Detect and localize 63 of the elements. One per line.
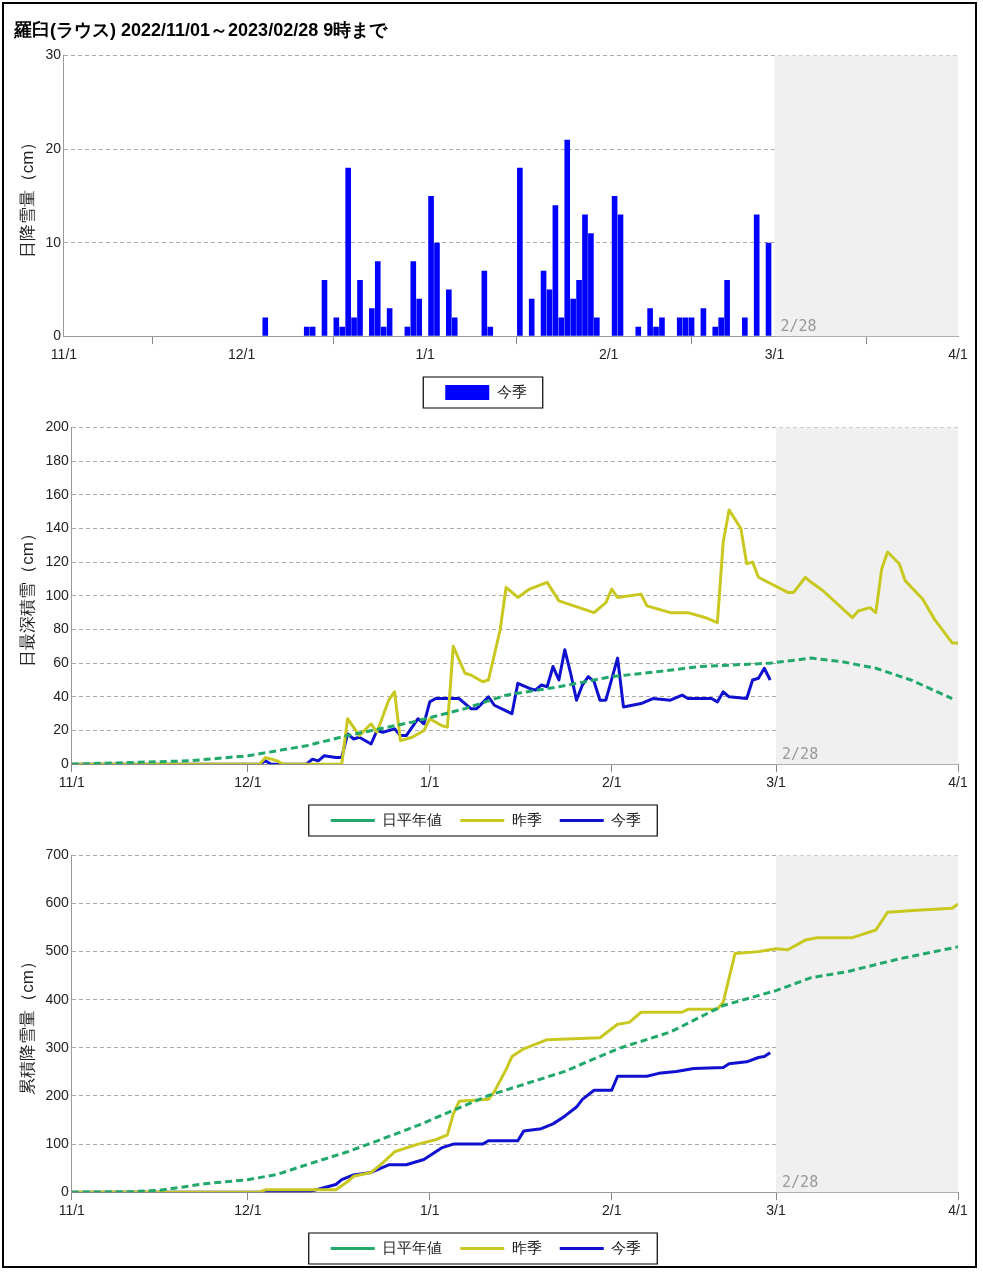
x-tick-label: 11/1 [58, 774, 86, 791]
y-tick-label: 80 [53, 620, 69, 637]
x-tick-label: 12/1 [234, 774, 262, 791]
legend-label: 昨季 [511, 1238, 542, 1256]
bar [742, 317, 748, 336]
y-tick-label: 120 [45, 552, 69, 569]
x-tick-label: 12/1 [234, 1202, 262, 1219]
y-tick-label: 100 [45, 586, 69, 603]
legend-label: 今季 [611, 1238, 642, 1256]
bar [517, 167, 523, 336]
x-tick-label: 2/1 [598, 346, 619, 363]
y-tick-label: 40 [53, 687, 69, 704]
x-tick-label: 11/1 [58, 1202, 86, 1219]
y-tick-label: 400 [45, 990, 69, 1007]
y-tick-label: 20 [53, 721, 69, 738]
x-tick-label: 3/1 [764, 346, 785, 363]
x-tick-label: 1/1 [420, 1202, 440, 1219]
y-axis-title: 日最深積雪（cm） [17, 524, 37, 667]
y-tick-label: 500 [45, 942, 69, 959]
y-tick-label: 700 [45, 846, 69, 863]
y-tick-label: 300 [45, 1038, 69, 1055]
x-tick-label: 4/1 [948, 774, 968, 791]
x-tick-label: 1/1 [415, 346, 436, 363]
legend-label: 今季 [496, 382, 527, 400]
line-series [71, 656, 954, 765]
y-axis-title: 日降雪量（cm） [17, 133, 37, 259]
y-tick-label: 200 [45, 418, 69, 435]
y-tick-label: 200 [45, 1086, 69, 1103]
x-tick-label: 4/1 [948, 346, 968, 363]
bar [528, 298, 535, 336]
legend-label: 昨季 [511, 810, 542, 828]
bar [700, 308, 707, 336]
x-tick-label: 4/1 [948, 1202, 968, 1219]
x-tick-label: 2/1 [601, 1202, 622, 1219]
x-tick-label: 2/1 [601, 774, 622, 791]
y-tick-label: 0 [60, 755, 69, 772]
x-tick-label: 11/1 [50, 346, 78, 363]
y-tick-label: 100 [45, 1134, 69, 1151]
bar [753, 214, 760, 336]
x-tick-label: 3/1 [766, 1202, 786, 1219]
x-tick-label: 12/1 [227, 346, 256, 363]
band-label: 2/28 [782, 1172, 819, 1191]
y-tick-label: 0 [60, 1183, 69, 1200]
legend-label: 日平年値 [382, 1238, 443, 1256]
y-tick-label: 30 [45, 46, 62, 63]
y-tick-label: 600 [45, 894, 69, 911]
y-tick-label: 160 [45, 485, 69, 502]
bar [262, 317, 269, 336]
y-tick-label: 60 [53, 654, 69, 671]
y-tick-label: 20 [45, 139, 62, 156]
y-tick-label: 10 [45, 233, 62, 250]
y-tick-label: 0 [53, 327, 62, 344]
band-label: 2/28 [780, 316, 817, 335]
bar [635, 326, 642, 336]
legend-label: 今季 [611, 810, 642, 828]
band-label: 2/28 [782, 744, 819, 763]
chart-title: 羅臼(ラウス) 2022/11/01～2023/02/28 9時まで [13, 19, 389, 40]
y-axis-title: 累積降雪量（cm） [17, 952, 37, 1095]
y-tick-label: 180 [45, 451, 69, 468]
x-tick-label: 1/1 [420, 774, 440, 791]
x-tick-label: 3/1 [766, 774, 786, 791]
legend-label: 日平年値 [382, 810, 443, 828]
y-tick-label: 140 [45, 519, 69, 536]
